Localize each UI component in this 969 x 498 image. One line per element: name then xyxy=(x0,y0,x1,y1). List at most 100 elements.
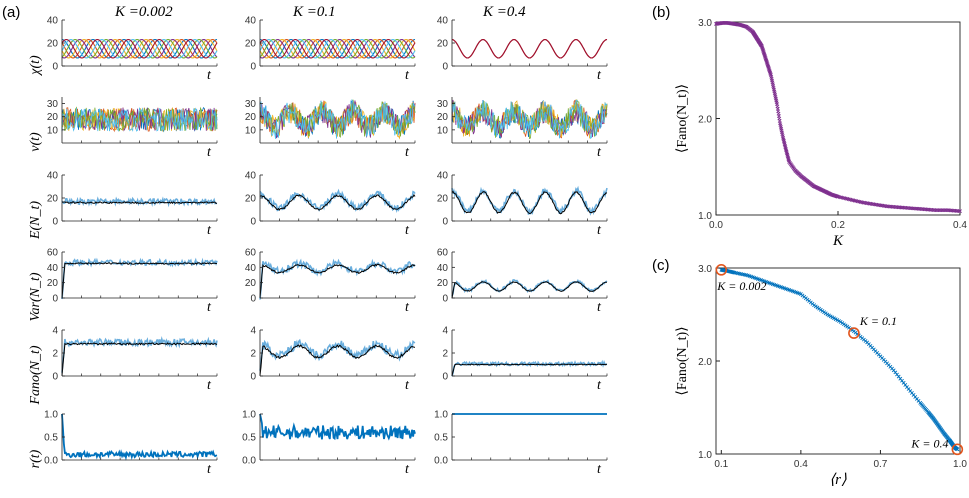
y-tick-label: 1.0 xyxy=(242,410,256,421)
y-tick-label: 0 xyxy=(250,62,256,73)
panel-c-chart: 0.1 0.4 0.7 1.0 1.0 2.0 3.0 ⟨r⟩ ⟨Fano(N_t)⟩ K = 0… xyxy=(675,264,967,488)
t-label: t xyxy=(597,378,602,393)
mean-line xyxy=(61,342,218,376)
t-label: t xyxy=(405,300,410,315)
panel-label-a: (a) xyxy=(2,4,20,21)
data-point xyxy=(958,209,962,214)
col-title-2: K =0.1 xyxy=(292,4,336,20)
t-label: t xyxy=(597,300,602,315)
y-tick-label: 10 xyxy=(437,125,449,136)
subplot-r-2: 0.0 0.5 1.0 t xyxy=(242,410,416,477)
x-tick-label: 1.0 xyxy=(953,459,967,470)
subplot-Var-2: 0 20 40 60 t xyxy=(245,248,416,315)
y-tick-label: 30 xyxy=(245,99,257,110)
x-tick-label: 0.4 xyxy=(953,220,967,231)
subplot-r-3: 0.0 0.5 1.0 t xyxy=(434,410,608,477)
y-tick-label: 3.0 xyxy=(698,264,712,275)
t-label: t xyxy=(405,145,410,160)
t-label: t xyxy=(597,223,602,238)
y-tick-label: 3.0 xyxy=(698,18,712,29)
t-label: t xyxy=(597,145,602,160)
y-tick-label: 60 xyxy=(437,248,449,259)
t-label: t xyxy=(405,378,410,393)
row-label-r: r(t) xyxy=(28,449,43,468)
y-tick-label: 1.0 xyxy=(44,410,58,421)
y-tick-label: 0 xyxy=(250,372,256,383)
y-tick-label: 0.5 xyxy=(434,433,448,444)
y-tick-label: 2 xyxy=(52,349,58,360)
y-tick-label: 40 xyxy=(47,263,59,274)
y-tick-label: 40 xyxy=(437,16,449,27)
y-tick-label: 20 xyxy=(47,39,59,50)
y-tick-label: 0 xyxy=(52,62,58,73)
mean-line xyxy=(259,344,415,376)
t-label: t xyxy=(207,378,212,393)
mean-line xyxy=(259,263,416,298)
row-label-nu: ν(t) xyxy=(28,132,43,152)
chi-trace xyxy=(451,38,608,59)
y-tick-label: 20 xyxy=(47,278,59,289)
t-label: t xyxy=(597,462,602,477)
y-tick-label: 4 xyxy=(442,326,448,337)
chi-trace xyxy=(259,38,416,59)
nu-trace xyxy=(451,98,608,140)
y-tick-label: 0.5 xyxy=(44,433,58,444)
chi-trace xyxy=(259,39,416,59)
y-tick-label: 20 xyxy=(437,194,449,205)
subplot-Fano-3: 0 2 4 t xyxy=(442,326,608,393)
plot-frame xyxy=(715,21,961,216)
annotation-label: K = 0.4 xyxy=(910,436,948,450)
col-title-1: K =0.002 xyxy=(114,4,173,20)
y-axis-label: ⟨Fano(N_t)⟩ xyxy=(675,326,690,395)
y-tick-label: 30 xyxy=(437,99,449,110)
y-tick-label: 40 xyxy=(47,171,59,182)
y-tick-label: 0 xyxy=(442,62,448,73)
col-title-3: K =0.4 xyxy=(482,4,526,20)
mean-line xyxy=(451,363,608,376)
subplot-chi-3: 0 20 40 t xyxy=(437,16,608,83)
y-tick-label: 20 xyxy=(47,112,59,123)
subplot-E-3: 0 20 40 t xyxy=(437,171,608,238)
sample-band xyxy=(61,196,218,208)
y-tick-label: 20 xyxy=(245,39,257,50)
y-tick-label: 0.0 xyxy=(434,456,448,467)
y-tick-label: 0.0 xyxy=(242,456,256,467)
r-trace xyxy=(259,413,416,441)
mean-line xyxy=(61,262,218,299)
y-tick-label: 0.5 xyxy=(242,433,256,444)
y-tick-label: 2.0 xyxy=(698,357,712,368)
y-tick-label: 0 xyxy=(442,294,448,305)
y-tick-label: 1.0 xyxy=(434,410,448,421)
y-tick-label: 2 xyxy=(250,349,256,360)
y-tick-label: 0 xyxy=(250,217,256,228)
panel-a-grid: χ(t) 02040t02040t02040tν(t)102030t102030t… xyxy=(28,16,608,477)
chi-trace xyxy=(61,38,218,59)
row-label-Var: Var(N_t) xyxy=(28,272,43,321)
panel-label-c: (c) xyxy=(652,257,670,274)
t-label: t xyxy=(207,68,212,83)
subplot-Fano-2: 0 2 4 t xyxy=(250,326,416,393)
chi-trace xyxy=(61,39,218,59)
panel-label-b: (b) xyxy=(652,4,670,21)
y-tick-label: 40 xyxy=(245,263,257,274)
y-tick-label: 40 xyxy=(437,171,449,182)
x-axis-label: ⟨r⟩ xyxy=(829,472,847,488)
subplot-Var-3: 0 20 40 60 t xyxy=(437,248,608,315)
x-tick-label: 0.1 xyxy=(714,459,728,470)
y-tick-label: 10 xyxy=(47,125,59,136)
y-tick-label: 40 xyxy=(245,171,257,182)
row-label-E: E(N_t) xyxy=(28,201,43,240)
y-tick-label: 1.0 xyxy=(698,211,712,222)
plot-frame xyxy=(715,267,961,455)
subplot-nu-1: 10 20 30 t xyxy=(47,97,218,160)
nu-trace xyxy=(451,99,608,140)
chi-trace xyxy=(259,39,416,59)
subplot-chi-1: 0 20 40 t xyxy=(47,16,218,83)
mean-line xyxy=(259,194,416,211)
y-tick-label: 0 xyxy=(250,294,256,305)
y-tick-label: 0 xyxy=(442,372,448,383)
y-tick-label: 2 xyxy=(442,349,448,360)
y-tick-label: 20 xyxy=(437,112,449,123)
y-tick-label: 40 xyxy=(437,263,449,274)
